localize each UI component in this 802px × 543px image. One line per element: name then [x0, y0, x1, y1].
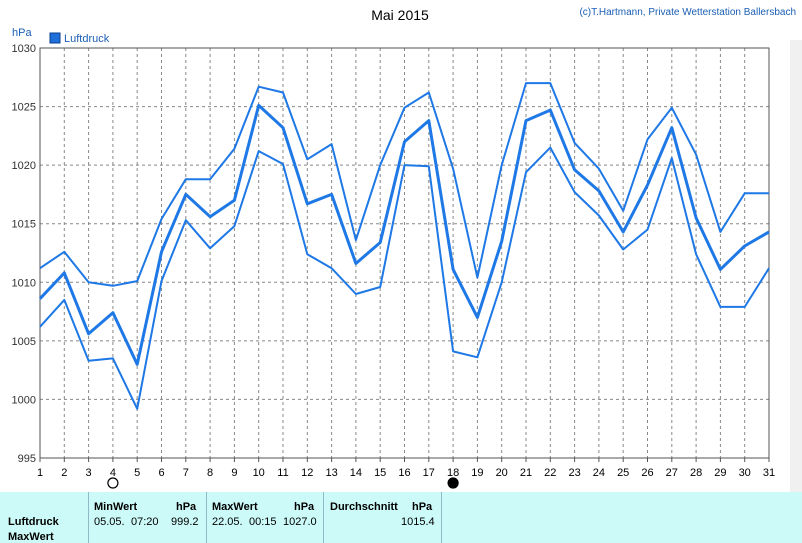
- x-tick-label-21: 21: [520, 467, 532, 479]
- x-tick-label-28: 28: [690, 467, 702, 479]
- new-moon-icon: [447, 477, 459, 489]
- x-tick-label-17: 17: [423, 467, 435, 479]
- x-tick-label-10: 10: [253, 467, 265, 479]
- x-tick-label-4: 4: [110, 467, 116, 479]
- x-tick-label-20: 20: [496, 467, 508, 479]
- y-tick-label-1020: 1020: [12, 160, 36, 172]
- x-axis-ticks: 1 2 3 4 5 6 7 8 9 10 11 12 13 14 15 16 17 18 19 20 21 22 23 24 2…: [37, 458, 775, 479]
- x-tick-label-22: 22: [544, 467, 556, 479]
- x-tick-label-27: 27: [666, 467, 678, 479]
- max-time: 00:15: [249, 516, 277, 528]
- min-date: 05.05.: [94, 516, 125, 528]
- statistics-panel: MinWert hPa MaxWert hPa Durchschnitt hPa…: [0, 492, 802, 543]
- x-tick-label-16: 16: [398, 467, 410, 479]
- y-tick-label-995: 995: [18, 453, 36, 465]
- x-tick-label-5: 5: [134, 467, 140, 479]
- x-tick-label-24: 24: [593, 467, 605, 479]
- x-tick-label-14: 14: [350, 467, 362, 479]
- avg-header: Durchschnitt: [330, 501, 398, 513]
- x-tick-label-6: 6: [158, 467, 164, 479]
- x-tick-label-31: 31: [763, 467, 775, 479]
- min-value: 999.2: [171, 516, 199, 528]
- min-header: MinWert: [94, 501, 138, 513]
- series-lines: [38, 82, 770, 410]
- x-tick-label-15: 15: [374, 467, 386, 479]
- y-tick-label-1015: 1015: [12, 219, 36, 231]
- legend-swatch: [49, 32, 61, 44]
- max-header: MaxWert: [212, 501, 258, 513]
- x-tick-label-3: 3: [86, 467, 92, 479]
- x-tick-label-30: 30: [739, 467, 751, 479]
- x-tick-label-11: 11: [277, 467, 288, 479]
- y-tick-label-1005: 1005: [12, 336, 36, 348]
- y-tick-label-1010: 1010: [12, 277, 36, 289]
- max-unit-header: hPa: [294, 501, 315, 513]
- x-tick-label-13: 13: [325, 467, 337, 479]
- moon-markers: [107, 477, 459, 489]
- legend-label: Luftdruck: [64, 33, 110, 45]
- x-tick-label-25: 25: [617, 467, 629, 479]
- x-tick-label-2: 2: [61, 467, 67, 479]
- row-label-maxwert: MaxWert: [8, 531, 54, 543]
- avg-unit-header: hPa: [412, 501, 433, 513]
- x-tick-label-9: 9: [231, 467, 237, 479]
- x-tick-label-8: 8: [207, 467, 213, 479]
- credit-text: (c)T.Hartmann, Private Wetterstation Bal…: [579, 7, 796, 18]
- y-axis-unit: hPa: [12, 27, 32, 39]
- x-tick-label-26: 26: [641, 467, 653, 479]
- x-tick-label-7: 7: [183, 467, 189, 479]
- y-axis-ticks: 995 1000 1005 1010 1015 1020 1025 1030: [12, 43, 36, 465]
- x-tick-label-29: 29: [714, 467, 726, 479]
- x-tick-label-1: 1: [37, 467, 43, 479]
- y-tick-label-1000: 1000: [12, 394, 36, 406]
- grid-lines: [40, 48, 769, 458]
- min-time: 07:20: [131, 516, 159, 528]
- pressure-chart: Mai 2015 (c)T.Hartmann, Private Wetterst…: [12, 7, 802, 492]
- x-tick-label-23: 23: [568, 467, 580, 479]
- min-unit-header: hPa: [176, 501, 197, 513]
- scrollbar-track[interactable]: [790, 40, 802, 492]
- max-date: 22.05.: [212, 516, 243, 528]
- chart-title: Mai 2015: [371, 7, 429, 23]
- full-moon-icon: [107, 477, 119, 489]
- avg-value: 1015.4: [401, 516, 435, 528]
- row-label-luftdruck: Luftdruck: [8, 516, 59, 528]
- max-value: 1027.0: [283, 516, 317, 528]
- x-tick-label-19: 19: [471, 467, 483, 479]
- x-tick-label-18: 18: [447, 467, 459, 479]
- y-tick-label-1025: 1025: [12, 102, 36, 114]
- y-tick-label-1030: 1030: [12, 43, 36, 55]
- x-tick-label-12: 12: [301, 467, 313, 479]
